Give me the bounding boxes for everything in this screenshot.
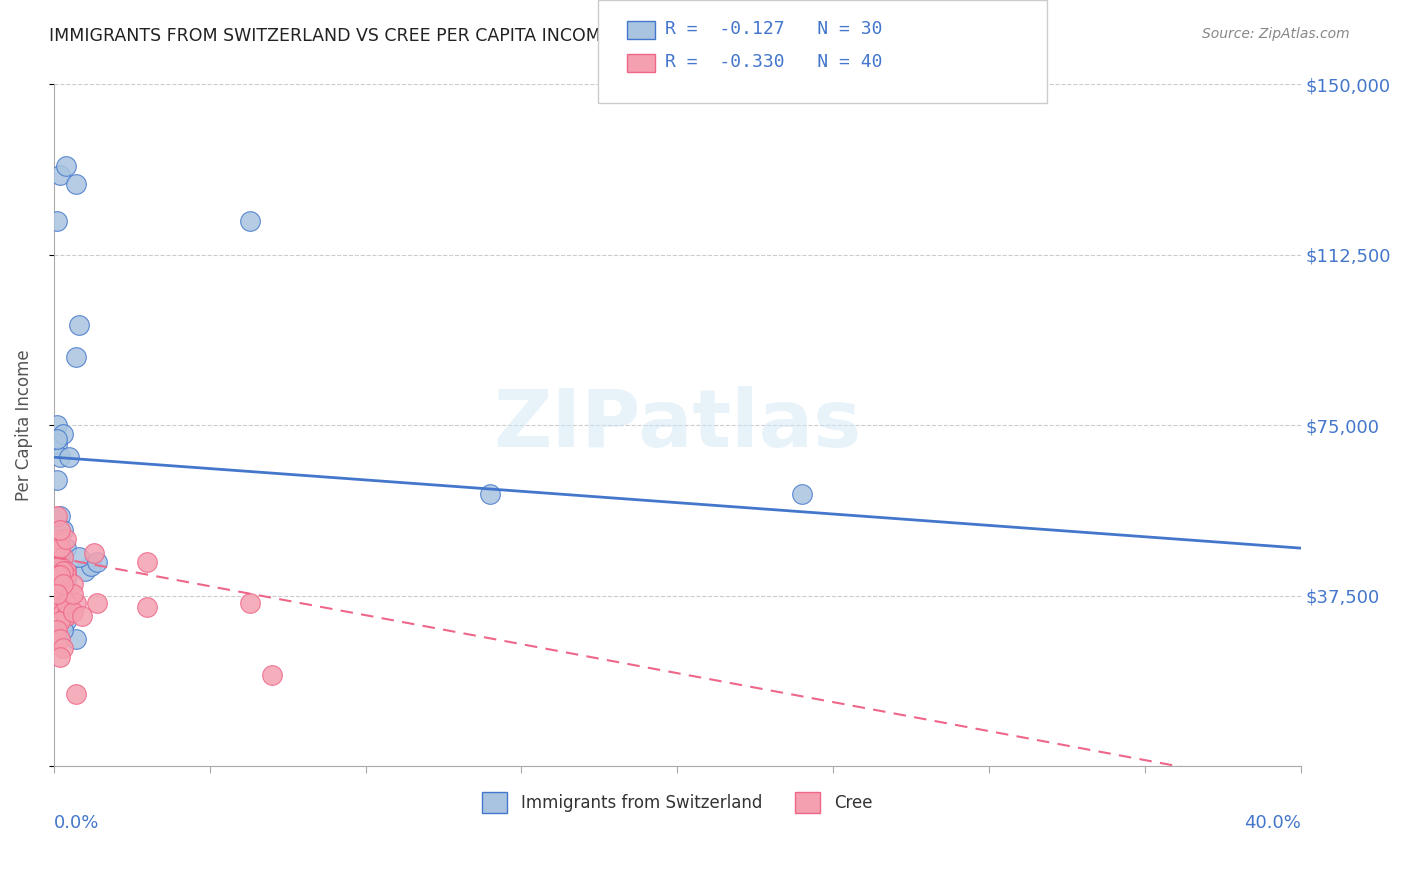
Point: [52, 550, 75, 565]
Point: [49, 532, 72, 546]
Point: [52, 623, 75, 637]
Point: [65, 178, 87, 192]
Point: [52, 564, 75, 578]
Point: [49, 614, 72, 628]
Point: [52, 577, 75, 591]
Text: R =  -0.127   N = 30: R = -0.127 N = 30: [665, 21, 883, 38]
Point: [52, 605, 75, 619]
Point: [52, 568, 75, 582]
Point: [46, 623, 69, 637]
Point: [49, 541, 72, 555]
Point: [239, 214, 262, 228]
Point: [58, 450, 80, 465]
Point: [52, 641, 75, 656]
Point: [86, 555, 108, 569]
Point: [65, 596, 87, 610]
Point: [49, 169, 72, 183]
Point: [55, 159, 77, 173]
Point: [67, 550, 90, 565]
Text: ZIPatlas: ZIPatlas: [494, 386, 862, 465]
Point: [52, 427, 75, 442]
Point: [49, 568, 72, 582]
Point: [52, 523, 75, 537]
Point: [49, 523, 72, 537]
Point: [52, 577, 75, 591]
Point: [136, 600, 159, 615]
Point: [55, 568, 77, 582]
Y-axis label: Per Capita Income: Per Capita Income: [15, 350, 32, 501]
Point: [83, 546, 105, 560]
Point: [65, 632, 87, 646]
Point: [46, 541, 69, 555]
Point: [49, 650, 72, 665]
Point: [46, 418, 69, 433]
Point: [239, 596, 262, 610]
Point: [46, 214, 69, 228]
Point: [55, 532, 77, 546]
Point: [49, 600, 72, 615]
Point: [70, 609, 93, 624]
Text: Source: ZipAtlas.com: Source: ZipAtlas.com: [1202, 27, 1350, 41]
Point: [62, 586, 84, 600]
Point: [49, 559, 72, 574]
Point: [65, 687, 87, 701]
Point: [55, 573, 77, 587]
Point: [46, 586, 69, 600]
Point: [790, 486, 813, 500]
Text: R =  -0.330   N = 40: R = -0.330 N = 40: [665, 54, 883, 71]
Text: 40.0%: 40.0%: [1244, 814, 1301, 832]
Point: [52, 564, 75, 578]
Point: [49, 450, 72, 465]
Point: [49, 509, 72, 524]
Point: [65, 350, 87, 364]
Text: IMMIGRANTS FROM SWITZERLAND VS CREE PER CAPITA INCOME CORRELATION CHART: IMMIGRANTS FROM SWITZERLAND VS CREE PER …: [49, 27, 806, 45]
Point: [62, 605, 84, 619]
Point: [46, 568, 69, 582]
Point: [46, 432, 69, 446]
Point: [58, 591, 80, 606]
Point: [55, 564, 77, 578]
Point: [86, 596, 108, 610]
Text: 0.0%: 0.0%: [53, 814, 100, 832]
Point: [136, 555, 159, 569]
Point: [46, 473, 69, 487]
Point: [46, 436, 69, 450]
Point: [55, 596, 77, 610]
Point: [73, 564, 96, 578]
Point: [52, 550, 75, 565]
Point: [479, 486, 502, 500]
Point: [49, 632, 72, 646]
Legend: Immigrants from Switzerland, Cree: Immigrants from Switzerland, Cree: [475, 786, 879, 820]
Point: [55, 609, 77, 624]
Point: [62, 577, 84, 591]
Point: [260, 668, 283, 682]
Point: [46, 586, 69, 600]
Point: [67, 318, 90, 333]
Point: [46, 509, 69, 524]
Point: [80, 559, 103, 574]
Point: [55, 541, 77, 555]
Point: [55, 614, 77, 628]
Point: [49, 586, 72, 600]
